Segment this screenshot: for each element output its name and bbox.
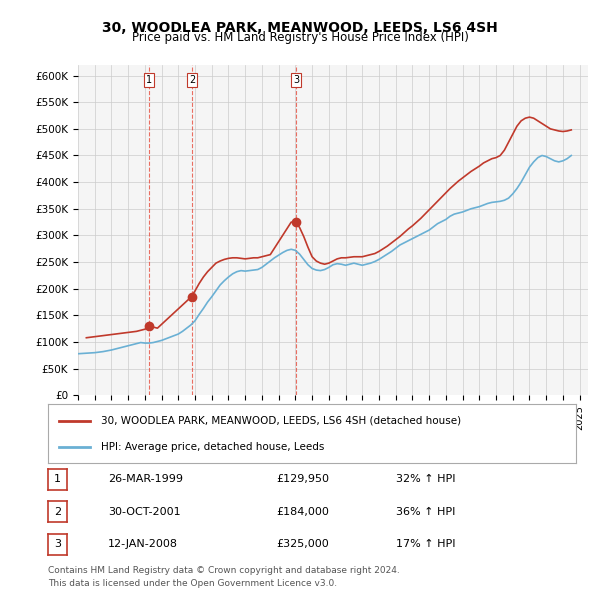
Text: 30-OCT-2001: 30-OCT-2001 (108, 507, 181, 517)
Text: 1: 1 (146, 75, 152, 85)
Text: £129,950: £129,950 (276, 474, 329, 484)
Text: HPI: Average price, detached house, Leeds: HPI: Average price, detached house, Leed… (101, 442, 324, 451)
Text: This data is licensed under the Open Government Licence v3.0.: This data is licensed under the Open Gov… (48, 579, 337, 588)
Text: 32% ↑ HPI: 32% ↑ HPI (396, 474, 455, 484)
Text: 2: 2 (189, 75, 196, 85)
Text: Contains HM Land Registry data © Crown copyright and database right 2024.: Contains HM Land Registry data © Crown c… (48, 566, 400, 575)
Text: 2: 2 (54, 507, 61, 517)
Text: 26-MAR-1999: 26-MAR-1999 (108, 474, 183, 484)
Text: 30, WOODLEA PARK, MEANWOOD, LEEDS, LS6 4SH (detached house): 30, WOODLEA PARK, MEANWOOD, LEEDS, LS6 4… (101, 416, 461, 425)
Text: Price paid vs. HM Land Registry's House Price Index (HPI): Price paid vs. HM Land Registry's House … (131, 31, 469, 44)
Text: 30, WOODLEA PARK, MEANWOOD, LEEDS, LS6 4SH: 30, WOODLEA PARK, MEANWOOD, LEEDS, LS6 4… (102, 21, 498, 35)
Text: 36% ↑ HPI: 36% ↑ HPI (396, 507, 455, 517)
Text: 1: 1 (54, 474, 61, 484)
Text: 3: 3 (54, 539, 61, 549)
Text: £184,000: £184,000 (276, 507, 329, 517)
Text: £325,000: £325,000 (276, 539, 329, 549)
Text: 17% ↑ HPI: 17% ↑ HPI (396, 539, 455, 549)
Text: 12-JAN-2008: 12-JAN-2008 (108, 539, 178, 549)
Text: 3: 3 (293, 75, 299, 85)
